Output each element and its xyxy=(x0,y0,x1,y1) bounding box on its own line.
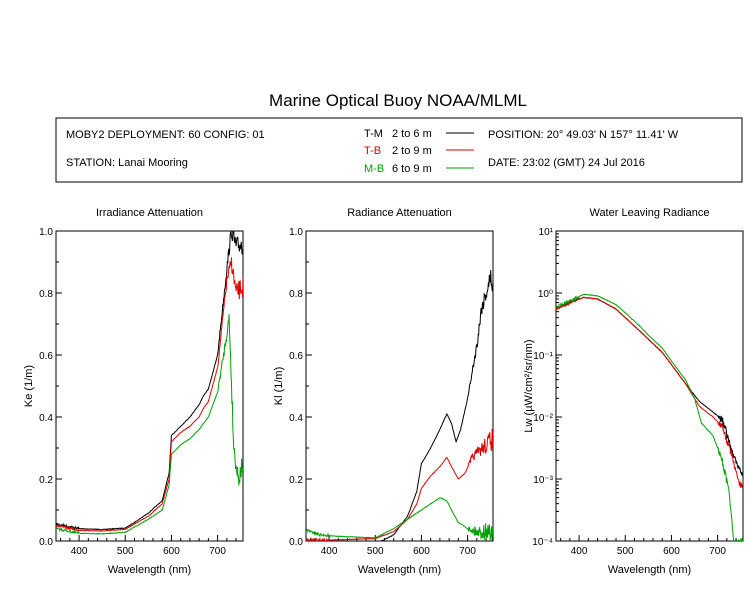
x-tick-label: 400 xyxy=(571,546,588,557)
x-tick-label: 500 xyxy=(617,546,634,557)
y-tick-label: 0.4 xyxy=(289,413,303,424)
irradiance-attenuation-chart: Irradiance Attenuation Wavelength (nm) Ke … xyxy=(23,207,244,576)
y-axis-label: Ke (1/m) xyxy=(23,365,35,407)
y-tick-label: 10⁻⁴ xyxy=(532,537,553,548)
chart-title: Irradiance Attenuation xyxy=(96,207,203,219)
y-tick-label: 0.4 xyxy=(39,413,53,424)
x-axis-label: Wavelength (nm) xyxy=(108,564,191,576)
deployment-text: MOBY2 DEPLOYMENT: 60 CONFIG: 01 xyxy=(66,129,265,141)
y-axis-label: Kl (1/m) xyxy=(273,367,285,406)
y-tick-label: 10⁰ xyxy=(538,289,553,300)
position-text: POSITION: 20° 49.03' N 157° 11.41' W xyxy=(488,129,679,141)
radiance-attenuation-chart: Radiance Attenuation Wavelength (nm) Kl (1… xyxy=(273,207,494,576)
series-line-m-b xyxy=(306,497,493,541)
series-line-t-b xyxy=(306,428,493,541)
x-tick-label: 400 xyxy=(321,546,338,557)
figure-title: Marine Optical Buoy NOAA/MLML xyxy=(269,91,527,110)
series-line-t-b xyxy=(556,296,743,489)
y-tick-label: 0.6 xyxy=(39,351,53,362)
y-tick-label: 10⁻² xyxy=(533,413,553,424)
y-tick-label: 0.8 xyxy=(289,289,303,300)
series-line-t-m xyxy=(556,296,743,476)
y-tick-label: 0.0 xyxy=(289,537,303,548)
y-tick-label: 10¹ xyxy=(539,227,554,238)
water-leaving-radiance-chart: Water Leaving Radiance Wavelength (nm) Lw … xyxy=(523,207,744,576)
date-text: DATE: 23:02 (GMT) 24 Jul 2016 xyxy=(488,157,645,169)
x-axis-label: Wavelength (nm) xyxy=(358,564,441,576)
y-tick-label: 0.2 xyxy=(39,475,53,486)
y-tick-label: 10⁻¹ xyxy=(533,351,553,362)
series-line-t-m xyxy=(56,231,243,531)
plot-frame xyxy=(55,230,244,542)
station-text: STATION: Lanai Mooring xyxy=(66,157,188,169)
legend-range-t-m: 2 to 6 m xyxy=(392,128,432,140)
series-line-t-m xyxy=(380,269,493,541)
y-tick-label: 1.0 xyxy=(289,227,303,238)
legend-range-m-b: 6 to 9 m xyxy=(392,163,432,175)
legend-code-t-b: T-B xyxy=(364,145,381,157)
info-box xyxy=(55,117,743,183)
legend: T-M 2 to 6 m T-B 2 to 9 m M-B 6 to 9 m xyxy=(364,128,474,175)
x-tick-label: 600 xyxy=(413,546,430,557)
series-line-m-b xyxy=(556,293,743,541)
x-tick-label: 700 xyxy=(709,546,726,557)
x-tick-label: 600 xyxy=(163,546,180,557)
chart-title: Water Leaving Radiance xyxy=(589,207,709,219)
y-tick-label: 0.0 xyxy=(39,537,53,548)
y-tick-label: 1.0 xyxy=(39,227,53,238)
series-line-m-b xyxy=(56,314,243,535)
y-tick-label: 10⁻³ xyxy=(533,475,553,486)
x-axis-label: Wavelength (nm) xyxy=(608,564,691,576)
plot-frame xyxy=(305,230,494,542)
y-tick-label: 0.6 xyxy=(289,351,303,362)
legend-code-m-b: M-B xyxy=(364,163,384,175)
x-tick-label: 400 xyxy=(71,546,88,557)
y-tick-label: 0.2 xyxy=(289,475,303,486)
legend-code-t-m: T-M xyxy=(364,128,383,140)
series-line-t-b xyxy=(56,257,243,533)
plot-frame xyxy=(555,230,744,542)
y-tick-label: 0.8 xyxy=(39,289,53,300)
legend-range-t-b: 2 to 9 m xyxy=(392,145,432,157)
x-tick-label: 700 xyxy=(459,546,476,557)
x-tick-label: 700 xyxy=(209,546,226,557)
x-tick-label: 500 xyxy=(367,546,384,557)
x-tick-label: 500 xyxy=(117,546,134,557)
y-axis-label: Lw (µW/cm²/sr/nm) xyxy=(523,339,535,432)
chart-title: Radiance Attenuation xyxy=(347,207,452,219)
x-tick-label: 600 xyxy=(663,546,680,557)
